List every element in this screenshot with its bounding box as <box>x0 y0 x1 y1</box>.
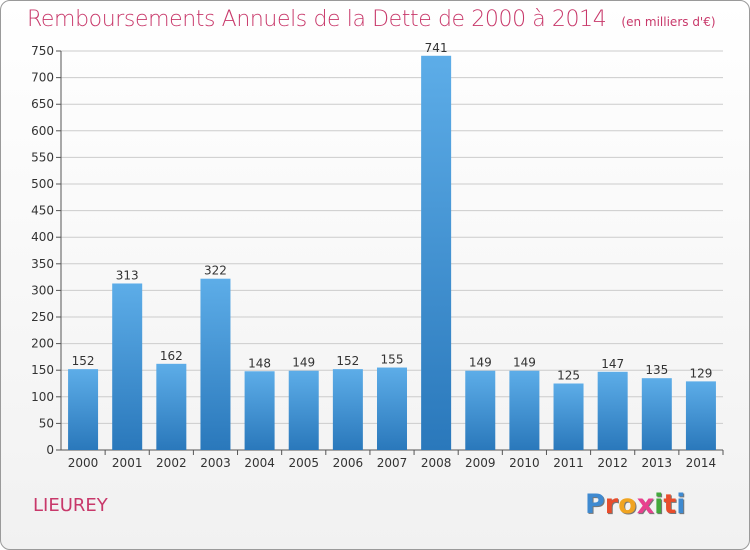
logo-letter: i <box>676 489 686 520</box>
logo-letter: i <box>654 489 664 520</box>
x-tick-label: 2011 <box>553 456 584 470</box>
logo-letter: t <box>663 489 677 520</box>
bar-2006 <box>332 369 363 450</box>
bar-2003 <box>200 278 231 450</box>
commune-name: LIEUREY <box>33 495 108 516</box>
x-tick-label: 2005 <box>288 456 319 470</box>
chart-title-text: Remboursements Annuels de la Dette de 20… <box>27 7 607 32</box>
bar-2005 <box>288 370 319 450</box>
chart-title: Remboursements Annuels de la Dette de 20… <box>27 7 716 32</box>
data-label: 125 <box>557 369 580 383</box>
y-tick-label: 450 <box>31 204 54 218</box>
y-tick-label: 550 <box>31 150 54 164</box>
y-tick-label: 50 <box>39 416 54 430</box>
data-label: 147 <box>601 357 624 371</box>
y-tick-label: 0 <box>46 443 54 457</box>
data-labels: 152 313 162 322 148 149 152 155 741 149 149 125 147 1… <box>72 41 713 383</box>
bar-2001 <box>112 283 143 450</box>
logo-letter: r <box>604 489 619 520</box>
data-label: 322 <box>204 264 227 278</box>
y-tick-label: 200 <box>31 337 54 351</box>
bar-2014 <box>685 381 716 450</box>
x-tick-label: 2003 <box>200 456 231 470</box>
y-tick-label: 300 <box>31 283 54 297</box>
bar-2000 <box>68 369 99 450</box>
y-tick-label: 700 <box>31 71 54 85</box>
x-tick-label: 2007 <box>377 456 408 470</box>
y-tick-label: 150 <box>31 363 54 377</box>
data-label: 148 <box>248 356 271 370</box>
bar-2008 <box>421 55 452 451</box>
x-tick-label: 2008 <box>421 456 452 470</box>
x-tick-label: 2013 <box>642 456 673 470</box>
data-label: 162 <box>160 349 183 363</box>
logo-letter: o <box>618 489 637 520</box>
data-label: 741 <box>425 41 448 55</box>
x-tick-label: 2006 <box>333 456 364 470</box>
x-tick-label: 2014 <box>686 456 717 470</box>
data-label: 149 <box>292 356 315 370</box>
axes: 0 50 100 150 200 250 300 350 400 450 500 550 600 650 7… <box>31 44 724 470</box>
y-tick-label: 750 <box>31 44 54 58</box>
data-label: 149 <box>513 356 536 370</box>
x-tick-label: 2009 <box>465 456 496 470</box>
bar-2007 <box>377 367 407 450</box>
y-tick-label: 400 <box>31 230 54 244</box>
x-tick-label: 2004 <box>244 456 275 470</box>
bar-2010 <box>509 370 540 450</box>
y-tick-label: 250 <box>31 310 54 324</box>
bar-2012 <box>597 371 628 450</box>
y-tick-label: 600 <box>31 124 54 138</box>
x-tick-label: 2001 <box>112 456 143 470</box>
y-tick-label: 650 <box>31 97 54 111</box>
x-tick-label: 2012 <box>597 456 628 470</box>
data-label: 129 <box>689 366 712 380</box>
chart-unit-label: (en milliers d'€) <box>621 15 716 29</box>
y-tick-label: 100 <box>31 390 54 404</box>
data-label: 155 <box>381 353 404 367</box>
bar-2011 <box>553 383 584 450</box>
data-label: 152 <box>72 354 95 368</box>
bar-2002 <box>156 363 187 450</box>
x-tick-label: 2002 <box>156 456 187 470</box>
x-tick-label: 2000 <box>68 456 99 470</box>
data-label: 152 <box>336 354 359 368</box>
bar-2009 <box>465 370 496 450</box>
logo-letter: x <box>636 489 655 520</box>
x-tick-label: 2010 <box>509 456 540 470</box>
logo-letter: P <box>585 489 605 520</box>
bar-2004 <box>244 371 275 450</box>
bars <box>68 55 716 451</box>
y-tick-label: 500 <box>31 177 54 191</box>
data-label: 313 <box>116 268 139 282</box>
data-label: 135 <box>645 363 668 377</box>
bar-2013 <box>641 378 672 450</box>
proxiti-logo: Proxiti <box>585 489 686 520</box>
data-label: 149 <box>469 356 492 370</box>
y-tick-label: 350 <box>31 257 54 271</box>
